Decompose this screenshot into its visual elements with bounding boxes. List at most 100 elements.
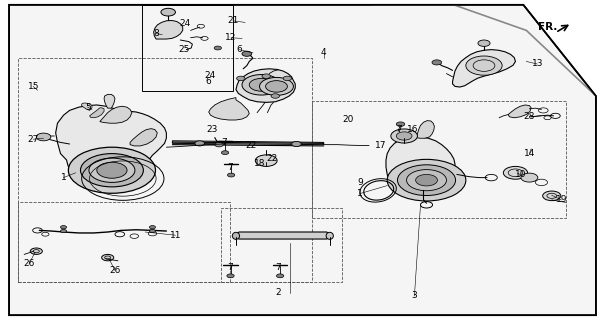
Circle shape [283,76,292,81]
Circle shape [276,274,284,278]
Polygon shape [100,106,132,123]
Circle shape [478,40,490,46]
Circle shape [260,77,293,95]
Polygon shape [154,20,183,39]
Text: 21: 21 [227,16,238,25]
Text: 28: 28 [524,112,535,121]
Text: 3: 3 [411,292,417,300]
Text: 17: 17 [375,141,387,150]
Text: 13: 13 [531,60,543,68]
Text: 22: 22 [246,141,257,150]
Text: 12: 12 [226,33,237,42]
Polygon shape [82,103,92,110]
Ellipse shape [232,232,240,239]
Text: FR.: FR. [538,22,557,32]
Text: 7: 7 [227,263,233,272]
Circle shape [466,56,502,75]
Circle shape [249,78,273,91]
Text: 6: 6 [236,45,242,54]
Text: 25: 25 [179,45,190,54]
Circle shape [68,147,155,193]
Text: 11: 11 [169,231,181,240]
Polygon shape [130,129,157,146]
Bar [18,58,312,282]
Text: 4: 4 [321,48,327,57]
Circle shape [292,141,301,147]
Bar [312,101,566,218]
Text: 15: 15 [27,82,39,91]
Text: 22: 22 [267,154,278,163]
Circle shape [262,74,270,78]
Text: 2: 2 [275,288,281,297]
Circle shape [416,174,437,186]
Circle shape [407,170,446,191]
Polygon shape [386,137,455,190]
Polygon shape [508,105,531,118]
Bar [142,5,233,91]
Circle shape [397,165,456,196]
Text: 7: 7 [275,263,281,272]
Circle shape [215,142,223,147]
Text: 14: 14 [524,149,535,158]
Text: 1: 1 [357,189,363,198]
Circle shape [255,155,277,166]
Circle shape [227,173,235,177]
Text: 26: 26 [110,266,120,275]
Polygon shape [56,105,166,189]
Circle shape [97,162,127,178]
Circle shape [503,166,528,179]
Circle shape [214,46,221,50]
Polygon shape [236,69,295,102]
Text: 8: 8 [153,29,159,38]
Text: 26: 26 [24,260,34,268]
Circle shape [432,60,442,65]
Text: 23: 23 [206,125,217,134]
Circle shape [391,129,417,143]
Circle shape [161,8,175,16]
Text: 6: 6 [206,77,212,86]
Circle shape [149,229,155,233]
Polygon shape [90,108,104,118]
Text: 27: 27 [28,135,39,144]
Circle shape [89,158,135,182]
Polygon shape [9,5,596,315]
Circle shape [80,154,143,187]
Text: 16: 16 [407,125,419,134]
Text: 24: 24 [179,20,190,28]
Polygon shape [416,121,434,138]
Text: 19: 19 [555,196,567,204]
Circle shape [266,81,287,92]
Bar [18,202,230,282]
Circle shape [543,191,561,201]
Circle shape [60,226,67,229]
Text: 20: 20 [342,116,353,124]
Text: 7: 7 [221,138,227,147]
Polygon shape [172,141,324,145]
Circle shape [60,229,67,233]
Circle shape [242,51,252,56]
Circle shape [387,159,466,201]
Circle shape [396,122,405,126]
Circle shape [237,76,245,81]
Circle shape [396,132,412,140]
Circle shape [149,226,155,229]
Polygon shape [104,94,115,108]
Bar [221,208,342,282]
Text: 7: 7 [396,125,402,134]
Circle shape [102,254,114,261]
Text: 10: 10 [514,170,526,179]
Text: 5: 5 [85,103,91,112]
Circle shape [521,173,538,182]
Polygon shape [209,98,249,120]
Text: 24: 24 [204,71,215,80]
Text: 9: 9 [357,178,363,187]
Ellipse shape [326,232,333,239]
Circle shape [30,248,42,254]
Circle shape [271,94,280,98]
Circle shape [227,274,234,278]
Circle shape [195,141,204,146]
Text: 7: 7 [227,164,233,172]
Circle shape [242,75,281,95]
Text: 1: 1 [60,173,67,182]
Polygon shape [453,50,515,87]
